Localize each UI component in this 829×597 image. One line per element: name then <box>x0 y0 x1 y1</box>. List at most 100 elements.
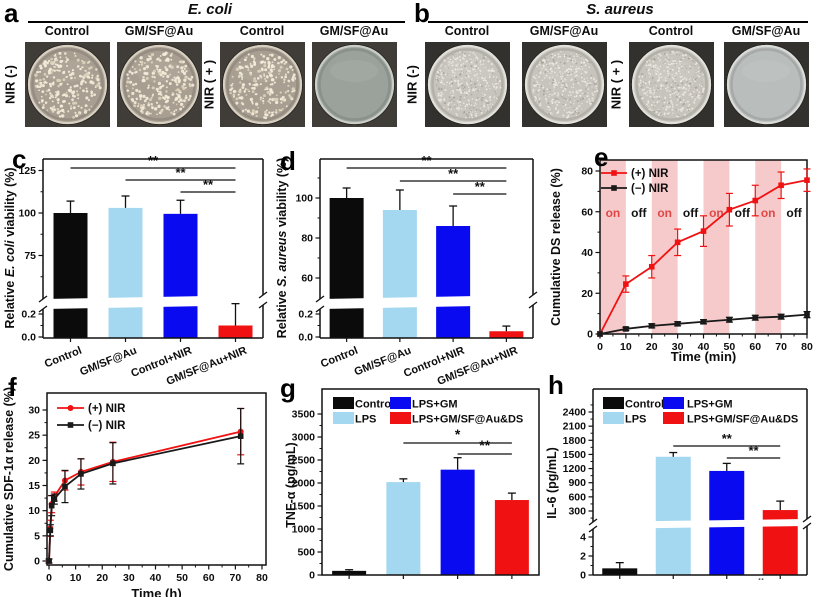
panel-e-letter: e <box>594 142 609 172</box>
svg-text:0: 0 <box>34 556 40 568</box>
svg-text:60: 60 <box>301 273 313 285</box>
panel-b-col-label-1: Control <box>444 24 490 38</box>
svg-text:50: 50 <box>176 572 188 584</box>
panel-f-letter: f <box>8 372 17 402</box>
svg-text:**: ** <box>203 177 214 192</box>
svg-text:1500: 1500 <box>563 449 587 461</box>
svg-text:100: 100 <box>295 193 313 205</box>
panel-h-letter: h <box>548 370 564 400</box>
panel-a-row-label-nir-plus: NIR ( + ) <box>201 59 217 110</box>
svg-text:80: 80 <box>256 572 268 584</box>
svg-text:80: 80 <box>581 166 593 178</box>
svg-text:30: 30 <box>672 341 684 353</box>
svg-text:30: 30 <box>28 405 40 417</box>
svg-text:**: ** <box>479 437 490 453</box>
panel-b-title-underline <box>428 21 808 23</box>
svg-text:20: 20 <box>581 288 593 300</box>
svg-text:20: 20 <box>96 572 108 584</box>
svg-text:off: off <box>735 206 751 220</box>
svg-text:(−) NIR: (−) NIR <box>631 183 669 195</box>
svg-text:600: 600 <box>568 491 586 503</box>
svg-text:(+) NIR: (+) NIR <box>88 403 126 415</box>
panel-g-letter: g <box>280 373 296 403</box>
svg-text:**: ** <box>722 431 733 446</box>
svg-text:**: ** <box>748 443 759 458</box>
svg-text:40: 40 <box>150 572 162 584</box>
svg-text:80: 80 <box>301 233 313 245</box>
svg-text:on: on <box>709 206 724 220</box>
svg-text:TNF-α (pg/mL): TNF-α (pg/mL) <box>284 442 298 527</box>
svg-text:2000: 2000 <box>292 478 316 490</box>
svg-text:LPS+GM/SF@Au&DS: LPS+GM/SF@Au&DS <box>412 414 523 426</box>
svg-text:Relative S. aureus viability (: Relative S. aureus viability (%) <box>275 158 289 339</box>
panel-a-letter: a <box>4 0 19 28</box>
svg-text:on: on <box>761 206 776 220</box>
chart-il6: 300 600 900 1200 1500 1800 2100 2400 0 2 4 ** ** Cont… <box>545 388 812 583</box>
svg-text:(−) NIR: (−) NIR <box>88 420 126 432</box>
panel-a-row-label-nir-minus: NIR (-) <box>2 65 18 104</box>
panel-b: S. aureus Control GM/SF@Au Control GM/SF… <box>405 0 829 148</box>
svg-text:60: 60 <box>749 341 761 353</box>
svg-text:*: * <box>455 426 461 442</box>
svg-text:1500: 1500 <box>292 501 316 513</box>
svg-text:40: 40 <box>698 341 710 353</box>
svg-text:80: 80 <box>801 341 813 353</box>
petri-dish-b-gmsfau-nir-plus <box>724 42 809 127</box>
svg-text:2: 2 <box>580 551 586 563</box>
svg-text:LPS+GM: LPS+GM <box>412 399 458 411</box>
svg-text:..: .. <box>758 571 764 583</box>
petri-dish-a-gmsfau-nir-plus <box>312 42 397 127</box>
svg-text:300: 300 <box>568 506 586 518</box>
panel-c-letter: c <box>12 144 27 174</box>
svg-text:30: 30 <box>123 572 135 584</box>
svg-text:0.0: 0.0 <box>21 332 36 344</box>
svg-text:on: on <box>606 206 621 220</box>
svg-text:10: 10 <box>70 572 82 584</box>
svg-text:0: 0 <box>580 570 586 582</box>
svg-text:500: 500 <box>297 547 315 559</box>
svg-text:IL-6 (pg/mL): IL-6 (pg/mL) <box>545 447 559 519</box>
svg-text:2400: 2400 <box>563 407 587 419</box>
svg-text:**: ** <box>175 165 186 180</box>
panel-a-col-label-4: GM/SF@Au <box>319 24 389 38</box>
svg-text:10: 10 <box>28 505 40 517</box>
petri-dish-b-control-nir-minus <box>425 42 510 127</box>
svg-text:LPS: LPS <box>625 414 646 426</box>
svg-text:70: 70 <box>230 572 242 584</box>
panel-a-col-label-3: Control <box>239 24 285 38</box>
panel-b-col-label-3: Control <box>648 24 694 38</box>
svg-text:Time (min): Time (min) <box>671 349 737 364</box>
chart-tnf-alpha: 0500100015002000250030003500***ControlLP… <box>284 388 540 582</box>
svg-text:1800: 1800 <box>563 435 587 447</box>
svg-text:5: 5 <box>34 530 40 542</box>
svg-text:Cumulative DS release (%): Cumulative DS release (%) <box>549 168 563 326</box>
svg-text:LPS: LPS <box>355 414 376 426</box>
svg-text:Time (h): Time (h) <box>131 586 181 597</box>
svg-text:on: on <box>657 206 672 220</box>
svg-text:0.2: 0.2 <box>21 309 36 321</box>
svg-text:**: ** <box>148 153 159 168</box>
panel-a-col-label-2: GM/SF@Au <box>124 24 194 38</box>
chart-ecoli-viability: 751001250.00.2ControlGM/SF@AuControl+NIR… <box>3 153 268 388</box>
svg-text:1200: 1200 <box>563 463 587 475</box>
svg-text:3000: 3000 <box>292 432 316 444</box>
svg-text:(+) NIR: (+) NIR <box>631 168 669 180</box>
svg-text:20: 20 <box>28 455 40 467</box>
svg-text:15: 15 <box>28 480 40 492</box>
svg-text:off: off <box>683 206 699 220</box>
svg-text:0: 0 <box>46 572 52 584</box>
svg-text:**: ** <box>421 153 432 168</box>
svg-text:75: 75 <box>24 250 36 262</box>
svg-text:100: 100 <box>18 208 36 220</box>
panel-a: E. coli Control GM/SF@Au Control GM/SF@A… <box>0 0 410 148</box>
petri-dish-a-control-nir-plus <box>220 42 305 127</box>
panel-b-col-label-4: GM/SF@Au <box>731 24 801 38</box>
svg-text:900: 900 <box>568 477 586 489</box>
svg-text:LPS+GM: LPS+GM <box>687 399 733 411</box>
panel-b-col-label-2: GM/SF@Au <box>529 24 599 38</box>
panel-a-title: E. coli <box>187 1 233 18</box>
svg-text:50: 50 <box>724 341 736 353</box>
chart-sdf1a-release: 0 10 20 30 40 50 60 70 80 0 5 10 15 20 25 30 (+) NIR (−) … <box>2 387 268 597</box>
